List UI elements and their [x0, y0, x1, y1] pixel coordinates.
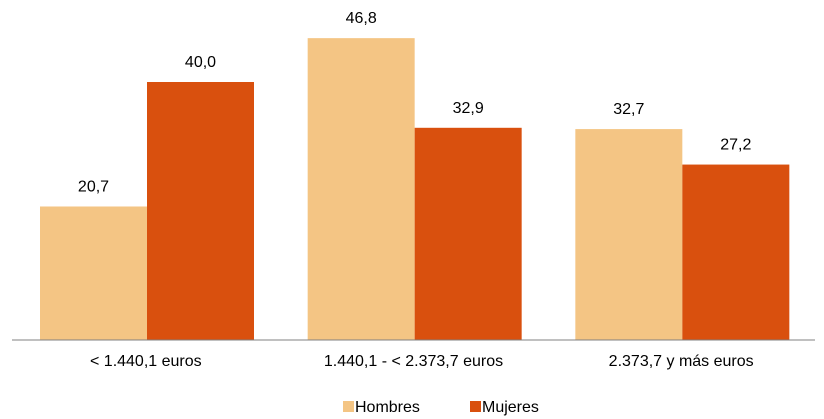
legend-label-mujeres: Mujeres — [482, 399, 539, 416]
bars-layer — [40, 38, 790, 340]
x-tick-label-2: 1.440,1 - < 2.373,7 euros — [324, 353, 503, 370]
bar-mujeres-1 — [147, 82, 254, 340]
bar-hombres-2 — [307, 38, 415, 340]
value-label-mujeres-1: 40,0 — [185, 54, 216, 71]
value-label-hombres-3: 32,7 — [613, 101, 644, 118]
legend-label-hombres: Hombres — [355, 399, 420, 416]
value-label-mujeres-3: 27,2 — [720, 137, 751, 154]
x-tick-label-1: < 1.440,1 euros — [90, 353, 202, 370]
value-label-hombres-1: 20,7 — [78, 178, 109, 195]
x-tick-labels-layer: < 1.440,1 euros 1.440,1 - < 2.373,7 euros… — [90, 353, 754, 370]
x-tick-label-3: 2.373,7 y más euros — [609, 353, 754, 370]
value-label-hombres-2: 46,8 — [346, 10, 377, 27]
legend: Hombres Mujeres — [343, 399, 539, 416]
bar-mujeres-3 — [682, 164, 790, 340]
value-labels-layer: 20,7 40,0 46,8 32,9 32,7 27,2 — [78, 10, 752, 195]
bar-hombres-1 — [40, 206, 147, 340]
legend-swatch-hombres — [343, 401, 354, 412]
bar-hombres-3 — [575, 129, 683, 340]
value-label-mujeres-2: 32,9 — [453, 100, 484, 117]
legend-swatch-mujeres — [470, 401, 481, 412]
bar-mujeres-2 — [414, 127, 522, 340]
